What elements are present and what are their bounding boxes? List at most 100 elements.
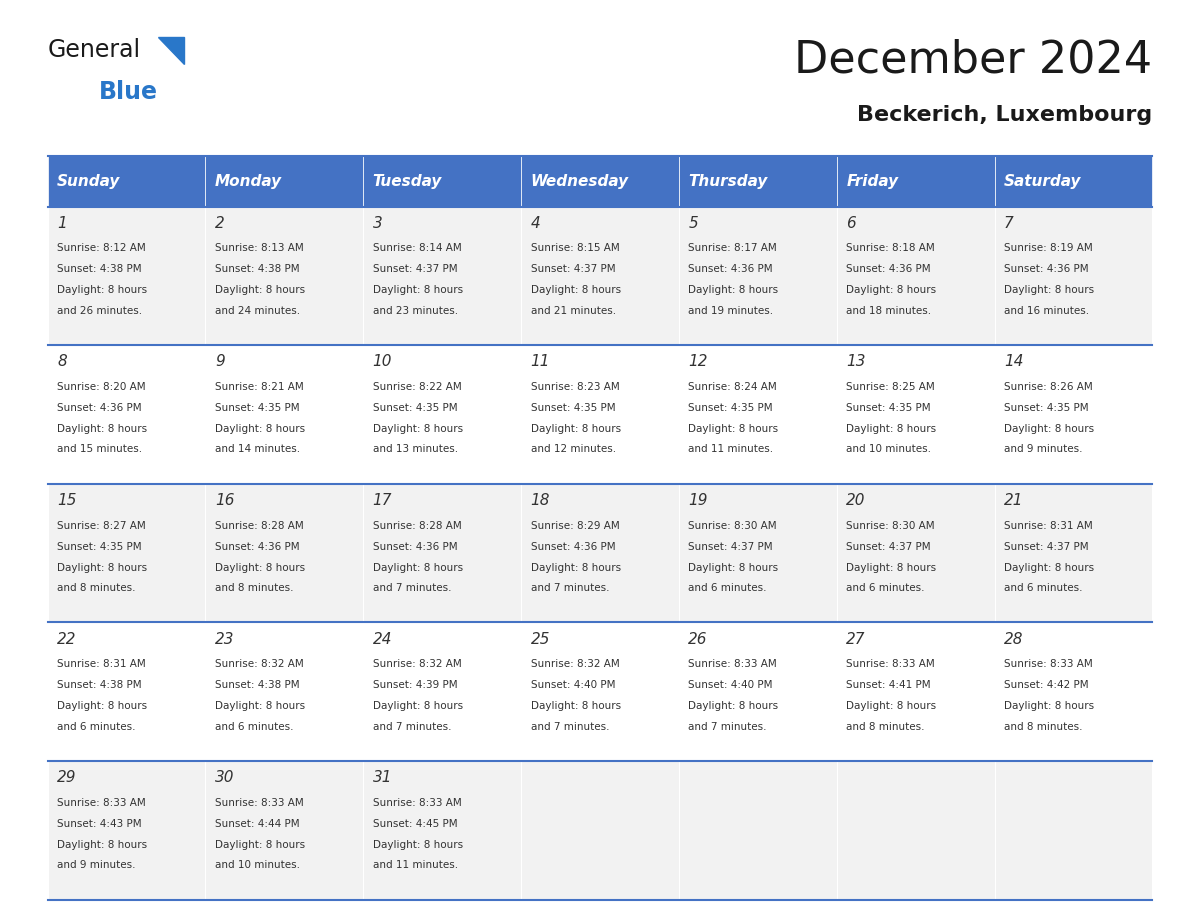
Text: Sunrise: 8:33 AM: Sunrise: 8:33 AM — [846, 659, 935, 669]
Text: 4: 4 — [531, 216, 541, 230]
Bar — [522, 622, 678, 761]
Text: Daylight: 8 hours: Daylight: 8 hours — [373, 840, 463, 850]
Text: Sunrise: 8:30 AM: Sunrise: 8:30 AM — [846, 521, 935, 531]
Text: and 21 minutes.: and 21 minutes. — [531, 306, 615, 316]
Text: 28: 28 — [1004, 632, 1024, 646]
Text: Sunrise: 8:12 AM: Sunrise: 8:12 AM — [57, 243, 146, 253]
Text: Sunrise: 8:32 AM: Sunrise: 8:32 AM — [531, 659, 619, 669]
Text: and 16 minutes.: and 16 minutes. — [1004, 306, 1089, 316]
Text: 27: 27 — [846, 632, 866, 646]
Text: Sunrise: 8:24 AM: Sunrise: 8:24 AM — [688, 382, 777, 392]
Bar — [678, 345, 836, 484]
Bar — [836, 345, 994, 484]
Text: Daylight: 8 hours: Daylight: 8 hours — [215, 563, 305, 573]
Text: Sunset: 4:35 PM: Sunset: 4:35 PM — [688, 403, 773, 413]
Text: Daylight: 8 hours: Daylight: 8 hours — [1004, 424, 1094, 434]
Bar — [994, 622, 1152, 761]
Text: and 6 minutes.: and 6 minutes. — [688, 583, 767, 593]
Text: and 11 minutes.: and 11 minutes. — [688, 444, 773, 454]
Bar — [994, 156, 1152, 207]
Text: Sunrise: 8:31 AM: Sunrise: 8:31 AM — [57, 659, 146, 669]
Text: Sunset: 4:35 PM: Sunset: 4:35 PM — [215, 403, 299, 413]
Text: 24: 24 — [373, 632, 392, 646]
Text: Daylight: 8 hours: Daylight: 8 hours — [1004, 563, 1094, 573]
Bar — [994, 761, 1152, 900]
Text: Sunset: 4:35 PM: Sunset: 4:35 PM — [57, 542, 141, 552]
Text: 23: 23 — [215, 632, 234, 646]
Text: and 7 minutes.: and 7 minutes. — [688, 722, 767, 732]
Text: Thursday: Thursday — [688, 174, 767, 189]
Text: and 24 minutes.: and 24 minutes. — [215, 306, 301, 316]
Text: 9: 9 — [215, 354, 225, 369]
Text: Daylight: 8 hours: Daylight: 8 hours — [531, 285, 620, 296]
Text: and 6 minutes.: and 6 minutes. — [215, 722, 293, 732]
Bar — [364, 156, 522, 207]
Text: Daylight: 8 hours: Daylight: 8 hours — [688, 424, 778, 434]
Text: 19: 19 — [688, 493, 708, 508]
Text: Sunrise: 8:28 AM: Sunrise: 8:28 AM — [215, 521, 304, 531]
Text: Sunset: 4:44 PM: Sunset: 4:44 PM — [215, 819, 299, 829]
Text: 1: 1 — [57, 216, 67, 230]
Text: 2: 2 — [215, 216, 225, 230]
Text: and 15 minutes.: and 15 minutes. — [57, 444, 143, 454]
Bar — [836, 484, 994, 622]
Text: 22: 22 — [57, 632, 76, 646]
Text: Daylight: 8 hours: Daylight: 8 hours — [1004, 701, 1094, 711]
Text: Sunset: 4:35 PM: Sunset: 4:35 PM — [846, 403, 931, 413]
Text: Sunset: 4:43 PM: Sunset: 4:43 PM — [57, 819, 141, 829]
Text: Daylight: 8 hours: Daylight: 8 hours — [846, 285, 936, 296]
Bar — [48, 207, 206, 345]
Text: and 7 minutes.: and 7 minutes. — [373, 583, 451, 593]
Text: and 13 minutes.: and 13 minutes. — [373, 444, 457, 454]
Text: Sunrise: 8:14 AM: Sunrise: 8:14 AM — [373, 243, 461, 253]
Text: 6: 6 — [846, 216, 855, 230]
Text: 16: 16 — [215, 493, 234, 508]
Text: Sunset: 4:38 PM: Sunset: 4:38 PM — [57, 264, 141, 274]
Text: Sunset: 4:36 PM: Sunset: 4:36 PM — [57, 403, 141, 413]
Text: Sunset: 4:38 PM: Sunset: 4:38 PM — [215, 680, 299, 690]
Text: 15: 15 — [57, 493, 76, 508]
Bar — [522, 345, 678, 484]
Text: Daylight: 8 hours: Daylight: 8 hours — [57, 563, 147, 573]
Text: Beckerich, Luxembourg: Beckerich, Luxembourg — [857, 105, 1152, 125]
Text: Daylight: 8 hours: Daylight: 8 hours — [215, 840, 305, 850]
Bar — [48, 156, 206, 207]
Text: Daylight: 8 hours: Daylight: 8 hours — [531, 424, 620, 434]
Text: Daylight: 8 hours: Daylight: 8 hours — [846, 563, 936, 573]
Text: Sunset: 4:39 PM: Sunset: 4:39 PM — [373, 680, 457, 690]
Text: Sunrise: 8:30 AM: Sunrise: 8:30 AM — [688, 521, 777, 531]
Text: and 8 minutes.: and 8 minutes. — [1004, 722, 1082, 732]
Text: Sunrise: 8:29 AM: Sunrise: 8:29 AM — [531, 521, 619, 531]
Text: Sunrise: 8:32 AM: Sunrise: 8:32 AM — [373, 659, 461, 669]
Text: Wednesday: Wednesday — [531, 174, 628, 189]
Text: Sunset: 4:35 PM: Sunset: 4:35 PM — [373, 403, 457, 413]
Text: Daylight: 8 hours: Daylight: 8 hours — [215, 285, 305, 296]
Text: 10: 10 — [373, 354, 392, 369]
Text: Monday: Monday — [215, 174, 282, 189]
Text: Sunrise: 8:31 AM: Sunrise: 8:31 AM — [1004, 521, 1093, 531]
Text: and 8 minutes.: and 8 minutes. — [57, 583, 135, 593]
Text: Sunset: 4:45 PM: Sunset: 4:45 PM — [373, 819, 457, 829]
Text: Sunrise: 8:21 AM: Sunrise: 8:21 AM — [215, 382, 304, 392]
Text: Sunrise: 8:33 AM: Sunrise: 8:33 AM — [373, 798, 461, 808]
Text: and 9 minutes.: and 9 minutes. — [1004, 444, 1082, 454]
Text: Daylight: 8 hours: Daylight: 8 hours — [688, 701, 778, 711]
Bar — [836, 207, 994, 345]
Text: Daylight: 8 hours: Daylight: 8 hours — [846, 701, 936, 711]
Text: Daylight: 8 hours: Daylight: 8 hours — [57, 840, 147, 850]
Bar — [364, 484, 522, 622]
Text: Daylight: 8 hours: Daylight: 8 hours — [688, 563, 778, 573]
Text: Sunset: 4:37 PM: Sunset: 4:37 PM — [531, 264, 615, 274]
Text: Daylight: 8 hours: Daylight: 8 hours — [57, 285, 147, 296]
Text: Daylight: 8 hours: Daylight: 8 hours — [846, 424, 936, 434]
Text: Sunset: 4:36 PM: Sunset: 4:36 PM — [846, 264, 931, 274]
Text: 14: 14 — [1004, 354, 1024, 369]
Text: Sunrise: 8:19 AM: Sunrise: 8:19 AM — [1004, 243, 1093, 253]
Text: Daylight: 8 hours: Daylight: 8 hours — [531, 701, 620, 711]
Text: Sunset: 4:35 PM: Sunset: 4:35 PM — [531, 403, 615, 413]
Bar — [522, 484, 678, 622]
Text: and 23 minutes.: and 23 minutes. — [373, 306, 457, 316]
Text: and 14 minutes.: and 14 minutes. — [215, 444, 301, 454]
Bar — [522, 761, 678, 900]
Text: Sunrise: 8:33 AM: Sunrise: 8:33 AM — [57, 798, 146, 808]
